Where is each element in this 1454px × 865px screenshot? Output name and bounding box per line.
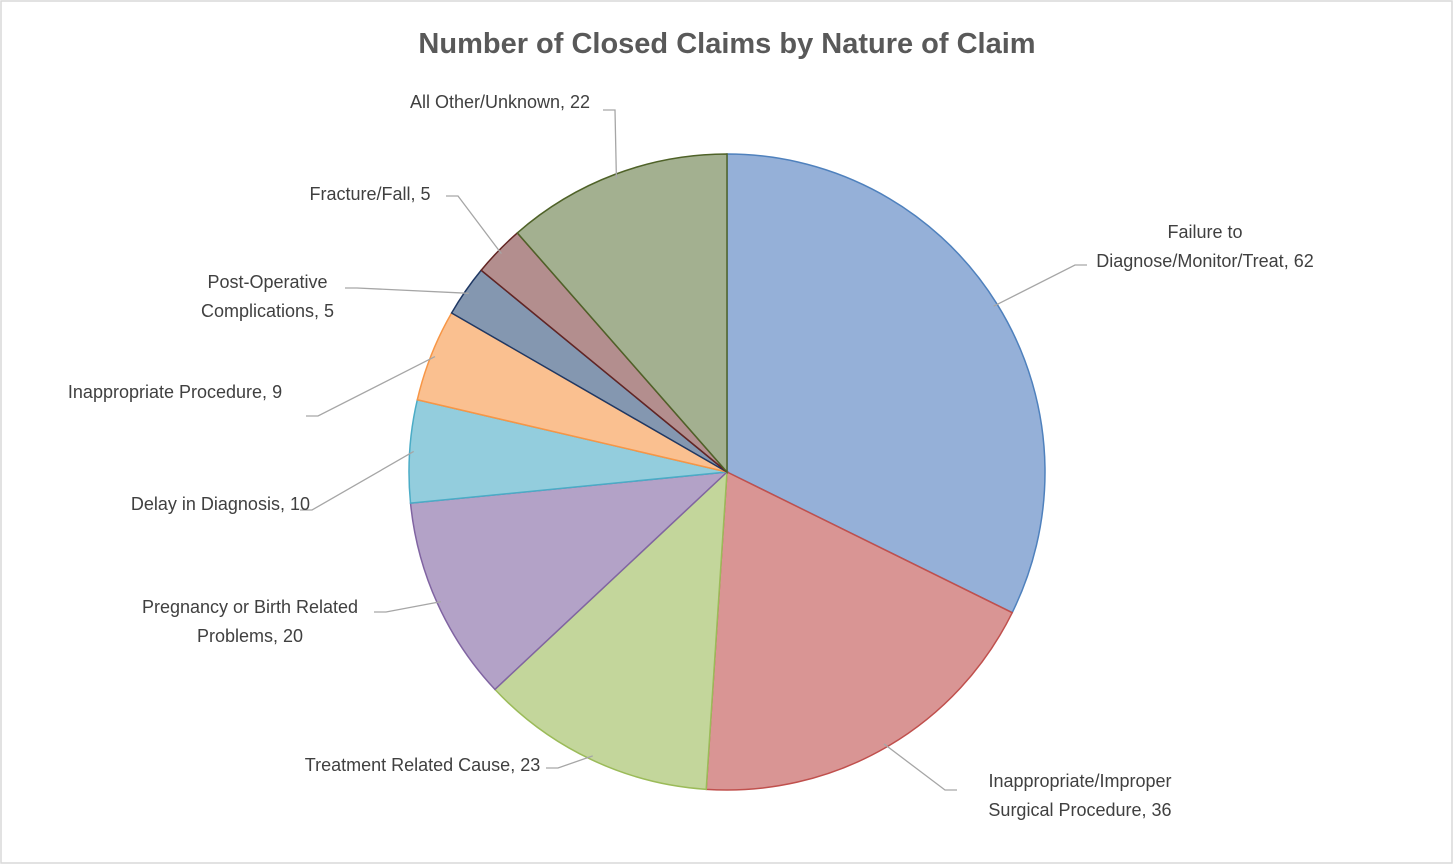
data-label: Delay in Diagnosis, 10 bbox=[130, 494, 310, 514]
data-label: Inappropriate/Improper Surgical Procedur… bbox=[988, 771, 1172, 820]
pie-slice bbox=[516, 153, 728, 474]
label-value: 5 bbox=[324, 301, 335, 321]
label-category: Pregnancy or Birth Related Problems bbox=[141, 597, 359, 646]
label-category: Inappropriate/Improper Surgical Procedur… bbox=[988, 771, 1172, 820]
data-label: All Other/Unknown, 22 bbox=[409, 92, 591, 112]
data-label: Pregnancy or Birth Related Problems, 20 bbox=[141, 597, 359, 646]
leader-line bbox=[306, 356, 436, 417]
leader-line bbox=[345, 287, 469, 294]
label-category: All Other/Unknown bbox=[409, 92, 561, 112]
label-category: Delay in Diagnosis bbox=[130, 494, 280, 514]
leader-line bbox=[546, 755, 593, 769]
data-label: Failure to Diagnose/Monitor/Treat, 62 bbox=[1096, 222, 1314, 271]
label-value: 9 bbox=[272, 382, 283, 402]
label-value: 23 bbox=[520, 755, 541, 775]
label-category: Treatment Related Cause bbox=[304, 755, 511, 775]
label-category: Post-Operative Complications bbox=[200, 272, 328, 321]
label-value: 62 bbox=[1293, 251, 1314, 271]
pie-slice bbox=[705, 470, 1014, 791]
label-value: 22 bbox=[570, 92, 591, 112]
chart-title: Number of Closed Claims by Nature of Cla… bbox=[418, 28, 1036, 60]
leader-line bbox=[603, 109, 618, 179]
label-category: Inappropriate Procedure bbox=[67, 382, 263, 402]
leader-line bbox=[993, 264, 1087, 307]
label-category: Fracture/Fall bbox=[309, 184, 411, 204]
pie-slice bbox=[409, 471, 730, 691]
leader-line bbox=[883, 743, 957, 791]
leader-line bbox=[374, 600, 442, 613]
pie-slice bbox=[493, 470, 728, 791]
data-label: Fracture/Fall, 5 bbox=[309, 184, 431, 204]
label-category: Failure to Diagnose/Monitor/Treat bbox=[1096, 222, 1284, 271]
label-value: 20 bbox=[283, 626, 304, 646]
data-label: Post-Operative Complications, 5 bbox=[200, 272, 335, 321]
leader-line bbox=[446, 195, 502, 255]
data-label: Inappropriate Procedure, 9 bbox=[67, 382, 283, 402]
data-label: Treatment Related Cause, 23 bbox=[304, 755, 541, 775]
label-value: 36 bbox=[1151, 800, 1172, 820]
label-value: 5 bbox=[420, 184, 431, 204]
leader-line bbox=[300, 450, 414, 511]
label-value: 10 bbox=[289, 494, 310, 514]
